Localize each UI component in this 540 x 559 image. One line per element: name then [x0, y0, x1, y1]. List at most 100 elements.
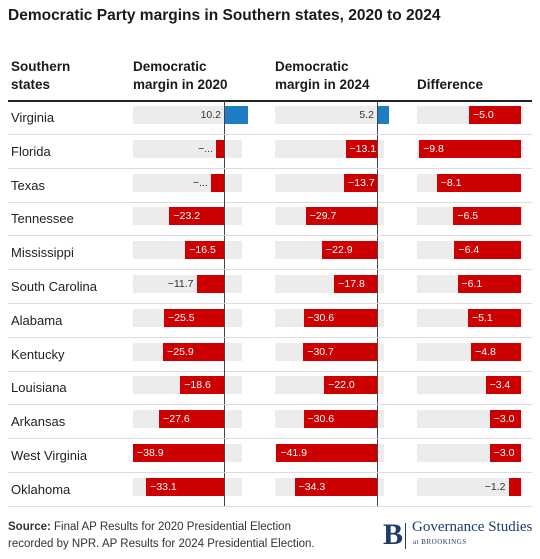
- header-2020-line2: margin in 2020: [133, 77, 228, 92]
- bar-2-arkansas: [303, 410, 377, 429]
- table-row: Alabama −25.5 −30.6 −5.1: [0, 303, 540, 338]
- bar-3-west-virginia: [489, 444, 521, 462]
- zero-line: [224, 236, 225, 271]
- data-label: −1.2: [484, 480, 506, 493]
- data-label: −16.5: [189, 244, 216, 257]
- zero-line: [377, 472, 378, 507]
- header-2024-line2: margin in 2024: [275, 77, 370, 92]
- data-label: 5.2: [359, 109, 374, 121]
- table-row: West Virginia −38.9 −41.9 −3.0: [0, 439, 540, 473]
- data-label: −11.7: [167, 278, 194, 290]
- zero-line: [224, 371, 225, 406]
- zero-line: [377, 134, 378, 169]
- zero-line: [377, 405, 378, 440]
- state-name-florida: Florida: [11, 143, 51, 159]
- row-divider: [8, 472, 532, 473]
- bar-3-mississippi: [454, 241, 521, 260]
- logo-divider: [405, 523, 406, 549]
- data-label: −3.0: [493, 413, 515, 426]
- chart-title: Democratic Party margins in Southern sta…: [8, 7, 441, 24]
- data-label: −6.4: [458, 244, 480, 257]
- data-label: −9.8: [423, 142, 444, 155]
- state-name-texas: Texas: [11, 177, 45, 193]
- logo-sub: at BROOKINGS: [413, 538, 467, 546]
- row-divider: [8, 269, 532, 271]
- zero-line: [377, 439, 378, 473]
- bar-1-oklahoma: [146, 477, 224, 496]
- zero-line: [224, 168, 225, 203]
- zero-line: [377, 337, 378, 372]
- bar-track: [275, 106, 384, 124]
- zero-line: [224, 134, 225, 169]
- data-label: −4.8: [475, 345, 496, 358]
- table-row: South Carolina −11.7 −17.8 −6.1: [0, 270, 540, 304]
- zero-line: [377, 371, 378, 406]
- bar-3-kentucky: [471, 342, 521, 361]
- source-note: Source: Final AP Results for 2020 Presid…: [8, 519, 315, 553]
- row-divider: [8, 438, 532, 440]
- header-difference-line1: Difference: [417, 77, 484, 92]
- zero-line: [224, 439, 225, 473]
- data-label: −8.1: [440, 176, 462, 189]
- zero-line: [377, 270, 378, 304]
- zero-line: [377, 236, 378, 271]
- bar-1-arkansas: [159, 410, 224, 429]
- row-divider: [8, 505, 532, 507]
- bar-3-alabama: [467, 308, 521, 327]
- table-row: Kentucky −25.9 −30.7 −4.8: [0, 337, 540, 372]
- bar-3-arkansas: [489, 410, 521, 429]
- table-row: Tennessee −23.2 −29.7 −6.5: [0, 202, 540, 237]
- table-row: Oklahoma −33.1 −34.3 −1.2: [0, 472, 540, 507]
- data-label: −5.0: [473, 109, 494, 121]
- bar-2-west-virginia: [276, 444, 377, 462]
- zero-line: [224, 337, 225, 372]
- data-label: −18.6: [184, 379, 211, 392]
- bar-2-florida: [345, 139, 377, 158]
- logo-name: Governance Studies: [412, 519, 533, 535]
- bar-1-kentucky: [163, 342, 224, 361]
- bar-1-texas: [210, 173, 224, 192]
- zero-line: [224, 405, 225, 440]
- state-name-mississippi: Mississippi: [11, 245, 74, 261]
- source-label: Source:: [8, 521, 51, 533]
- data-label: −...: [198, 142, 214, 155]
- data-label: −17.8: [338, 278, 365, 290]
- header-states-line2: states: [11, 77, 51, 92]
- row-divider: [8, 336, 532, 338]
- header-margin-2020: Democratic margin in 2020: [133, 58, 228, 94]
- bar-1-virginia: [224, 106, 248, 124]
- zero-line: [224, 303, 225, 338]
- bar-3-louisiana: [485, 376, 521, 395]
- bar-1-west-virginia: [133, 444, 224, 462]
- source-text: Final AP Results for 2020 Presidential E…: [50, 521, 291, 533]
- data-label: −...: [192, 176, 208, 189]
- bar-2-kentucky: [303, 342, 377, 361]
- row-divider: [8, 404, 532, 406]
- table-row: Arkansas −27.6 −30.6 −3.0: [0, 405, 540, 440]
- bar-track: [133, 173, 242, 192]
- logo-mark: B: [383, 518, 404, 551]
- zero-line: [377, 101, 378, 135]
- bar-3-oklahoma: [508, 477, 521, 496]
- data-label: −38.9: [137, 447, 164, 459]
- table-row: Virginia 10.2 5.2 −5.0: [0, 101, 540, 135]
- bar-2-tennessee: [305, 207, 377, 226]
- table-row: Florida −... −13.1 −9.8: [0, 134, 540, 169]
- table-row: Texas −... −13.7 −8.1: [0, 168, 540, 203]
- bar-track: [133, 139, 242, 158]
- table-row: Louisiana −18.6 −22.0 −3.4: [0, 371, 540, 406]
- brookings-logo: B Governance Studies at BROOKINGS: [383, 518, 533, 554]
- zero-line: [377, 202, 378, 237]
- row-divider: [8, 167, 532, 169]
- row-divider: [8, 235, 532, 237]
- data-label: −33.1: [150, 480, 177, 493]
- header-rule: [8, 100, 532, 102]
- data-label: −13.7: [348, 176, 375, 189]
- state-name-alabama: Alabama: [11, 312, 63, 328]
- data-label: −6.1: [461, 278, 483, 290]
- bar-2-south-carolina: [334, 275, 377, 293]
- zero-line: [377, 168, 378, 203]
- bar-1-south-carolina: [196, 275, 224, 293]
- bar-3-tennessee: [453, 207, 521, 226]
- table-row: Mississippi −16.5 −22.9 −6.4: [0, 236, 540, 271]
